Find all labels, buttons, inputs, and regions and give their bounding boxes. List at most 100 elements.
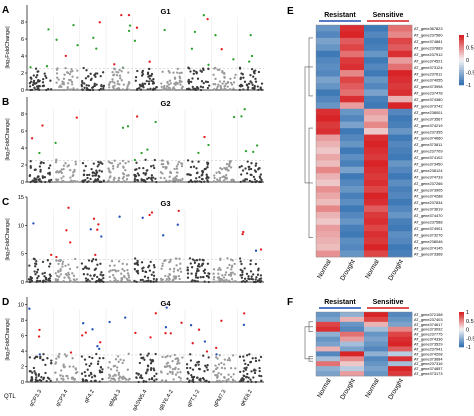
data-point — [190, 47, 194, 50]
data-point — [254, 164, 257, 167]
data-point — [135, 115, 139, 118]
heatmap-cell — [316, 211, 341, 219]
data-point — [98, 380, 101, 383]
data-point — [162, 86, 166, 89]
row-label: AT_gene237266 — [414, 181, 442, 186]
data-point — [247, 275, 250, 278]
heatmap-cell — [340, 63, 365, 71]
data-point — [112, 377, 116, 381]
data-point — [217, 371, 220, 375]
data-point — [218, 171, 222, 175]
data-point — [100, 85, 103, 88]
data-point — [162, 234, 165, 237]
data-point — [147, 80, 151, 83]
data-point — [244, 280, 247, 284]
heatmap-cell — [388, 160, 413, 168]
data-point — [178, 71, 181, 75]
data-point — [146, 169, 149, 172]
data-point — [258, 374, 261, 377]
heatmap-cell — [316, 102, 341, 110]
data-point — [178, 277, 181, 281]
data-point — [168, 268, 172, 271]
data-point — [146, 148, 149, 151]
data-point — [142, 379, 145, 383]
data-point — [229, 274, 233, 277]
data-point — [198, 368, 201, 371]
data-point — [109, 80, 112, 84]
data-point — [150, 376, 154, 380]
data-point — [37, 79, 40, 82]
heatmap-cell — [340, 237, 365, 245]
data-point — [251, 357, 254, 360]
data-point — [38, 328, 41, 332]
data-point — [66, 374, 69, 378]
data-point — [72, 274, 76, 277]
data-point — [226, 180, 230, 184]
data-point — [223, 72, 226, 75]
heatmap-cell — [316, 331, 341, 337]
data-point — [56, 76, 59, 79]
data-point — [226, 85, 229, 88]
data-point — [259, 248, 263, 251]
heatmap-cell — [316, 89, 341, 97]
data-point — [117, 87, 121, 90]
data-point — [155, 372, 158, 375]
data-point — [146, 88, 149, 91]
data-point — [29, 88, 32, 92]
data-point — [167, 88, 171, 92]
row-label: AT_gene374857 — [414, 366, 442, 371]
data-point — [46, 357, 49, 360]
data-point — [48, 265, 51, 268]
y-tick-label: 8 — [21, 318, 24, 324]
data-point — [67, 206, 70, 209]
qtl-label: qBY6.4-2 — [158, 389, 175, 412]
color-scale-step — [459, 57, 464, 61]
color-scale-step — [459, 313, 464, 316]
data-point — [212, 180, 216, 183]
data-point — [192, 375, 196, 379]
data-point — [44, 371, 47, 375]
data-point — [173, 76, 177, 79]
row-label: AT_gene373567 — [414, 116, 442, 121]
data-point — [57, 78, 60, 81]
y-tick-label: 8 — [21, 112, 24, 118]
data-point — [198, 265, 201, 268]
data-point — [93, 375, 97, 378]
data-point — [48, 377, 51, 380]
heatmap-cell — [364, 250, 389, 258]
data-point — [249, 33, 252, 37]
heatmap-cell — [388, 346, 413, 352]
data-point — [32, 222, 35, 225]
qtl-label: qCP3.3 — [29, 389, 43, 408]
heatmap-cell — [388, 341, 413, 347]
data-point — [31, 371, 34, 374]
color-scale-label: 1 — [466, 310, 469, 316]
data-point — [191, 342, 194, 345]
data-point — [226, 81, 229, 85]
data-point — [249, 360, 253, 364]
data-point — [214, 280, 218, 283]
color-scale-step — [459, 52, 464, 56]
data-point — [217, 276, 221, 279]
data-point — [179, 77, 182, 80]
color-scale-step — [459, 35, 464, 38]
data-point — [225, 173, 228, 177]
heatmap-cell — [316, 250, 341, 258]
data-point — [29, 66, 32, 69]
data-point — [161, 70, 164, 73]
data-point — [61, 262, 64, 266]
data-point — [113, 276, 116, 280]
data-point — [218, 278, 221, 281]
data-point — [232, 58, 235, 61]
data-point — [64, 380, 67, 384]
data-point — [133, 268, 137, 271]
data-point — [194, 276, 198, 279]
data-point — [252, 273, 255, 276]
data-point — [251, 83, 254, 86]
data-point — [194, 274, 198, 277]
heatmap-cell — [388, 83, 413, 90]
data-point — [242, 279, 245, 283]
data-point — [245, 83, 249, 86]
data-point — [241, 271, 244, 274]
data-point — [117, 177, 121, 180]
